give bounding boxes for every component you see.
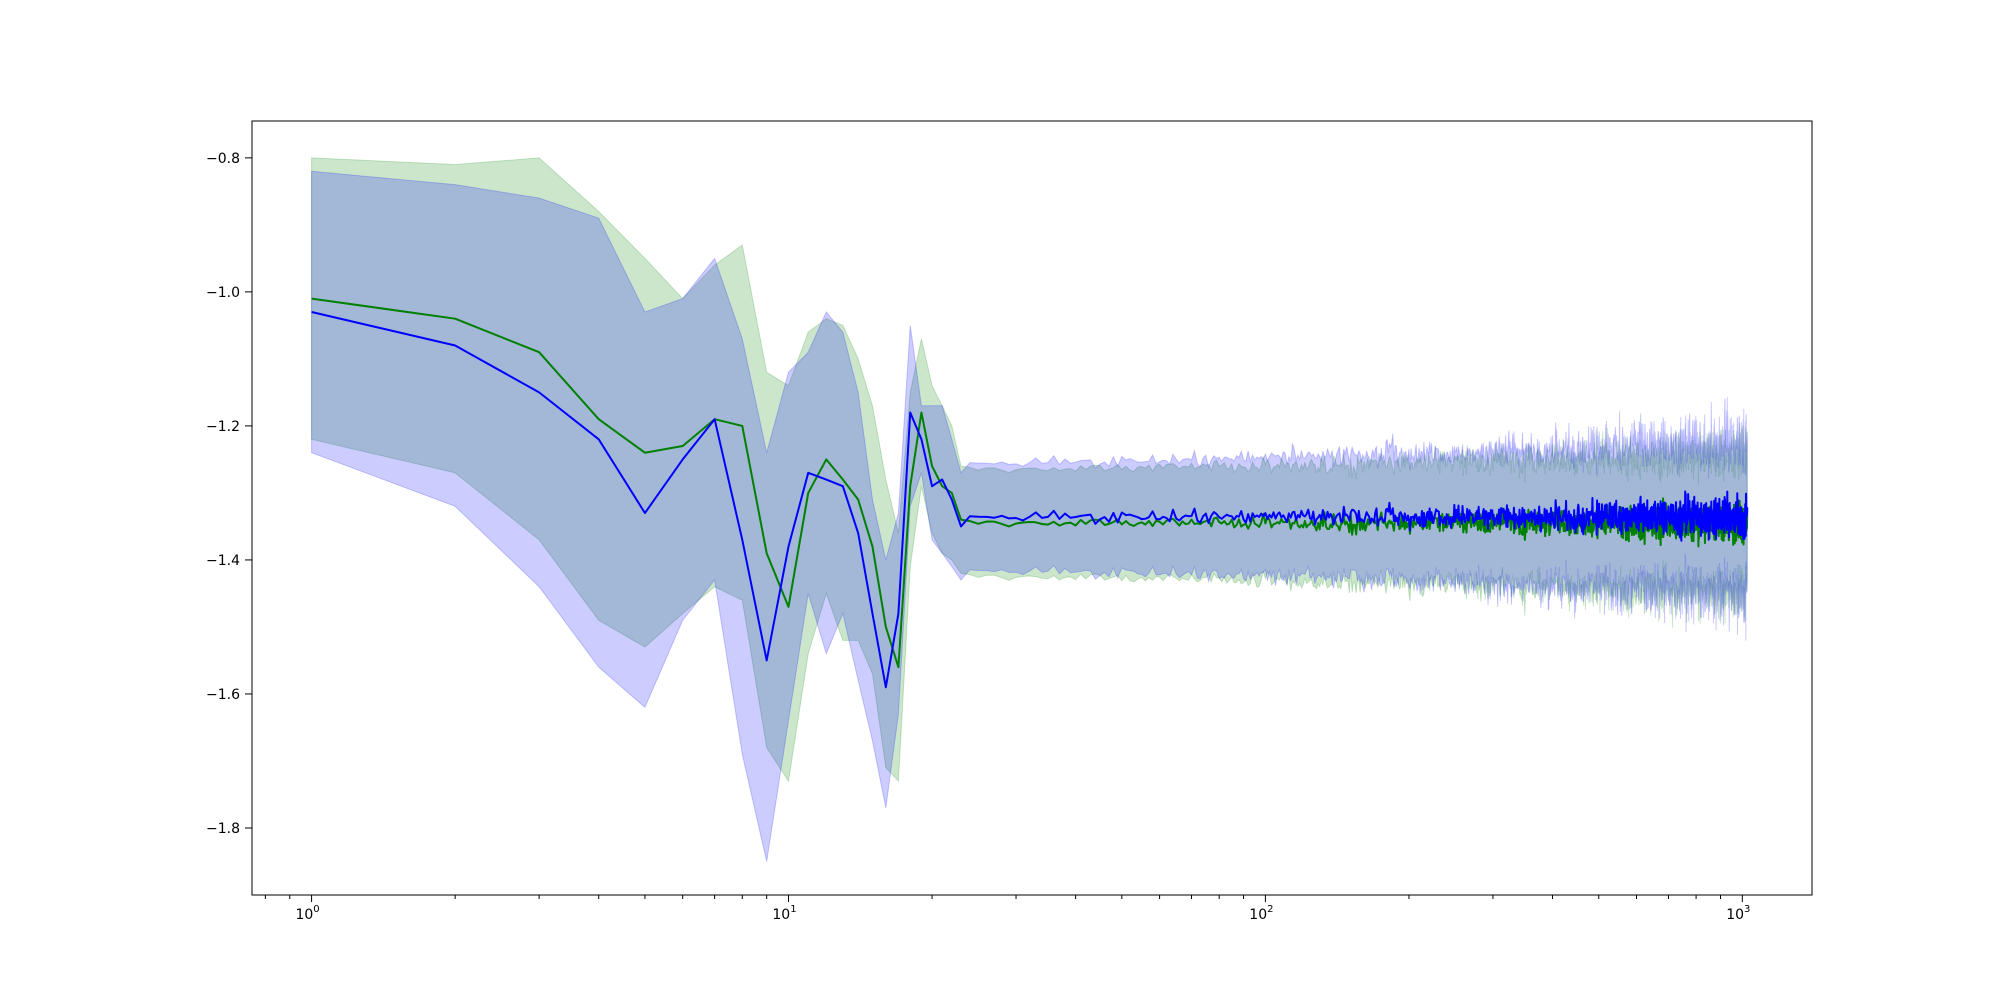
x-tick-label: 101: [772, 904, 796, 923]
y-tick-label: −1.0: [206, 285, 240, 301]
y-tick-label: −0.8: [206, 151, 240, 167]
series-1-band: [311, 157, 1748, 783]
series-2-line: [311, 311, 1749, 689]
y-tick-label: −1.2: [206, 419, 240, 435]
plot-area: [311, 157, 1749, 862]
x-tick-label: 100: [295, 904, 319, 923]
axes: −0.8 −1.0 −1.2 −1.4 −1.6 −1.8 100 101 102 103: [206, 120, 1813, 923]
y-tick-label: −1.4: [206, 553, 240, 569]
y-tick-label: −1.6: [206, 687, 240, 703]
x-tick-label: 102: [1249, 904, 1273, 923]
y-tick-label: −1.8: [206, 821, 240, 837]
x-tick-label: 103: [1726, 904, 1750, 923]
plot-frame: [251, 120, 1813, 896]
